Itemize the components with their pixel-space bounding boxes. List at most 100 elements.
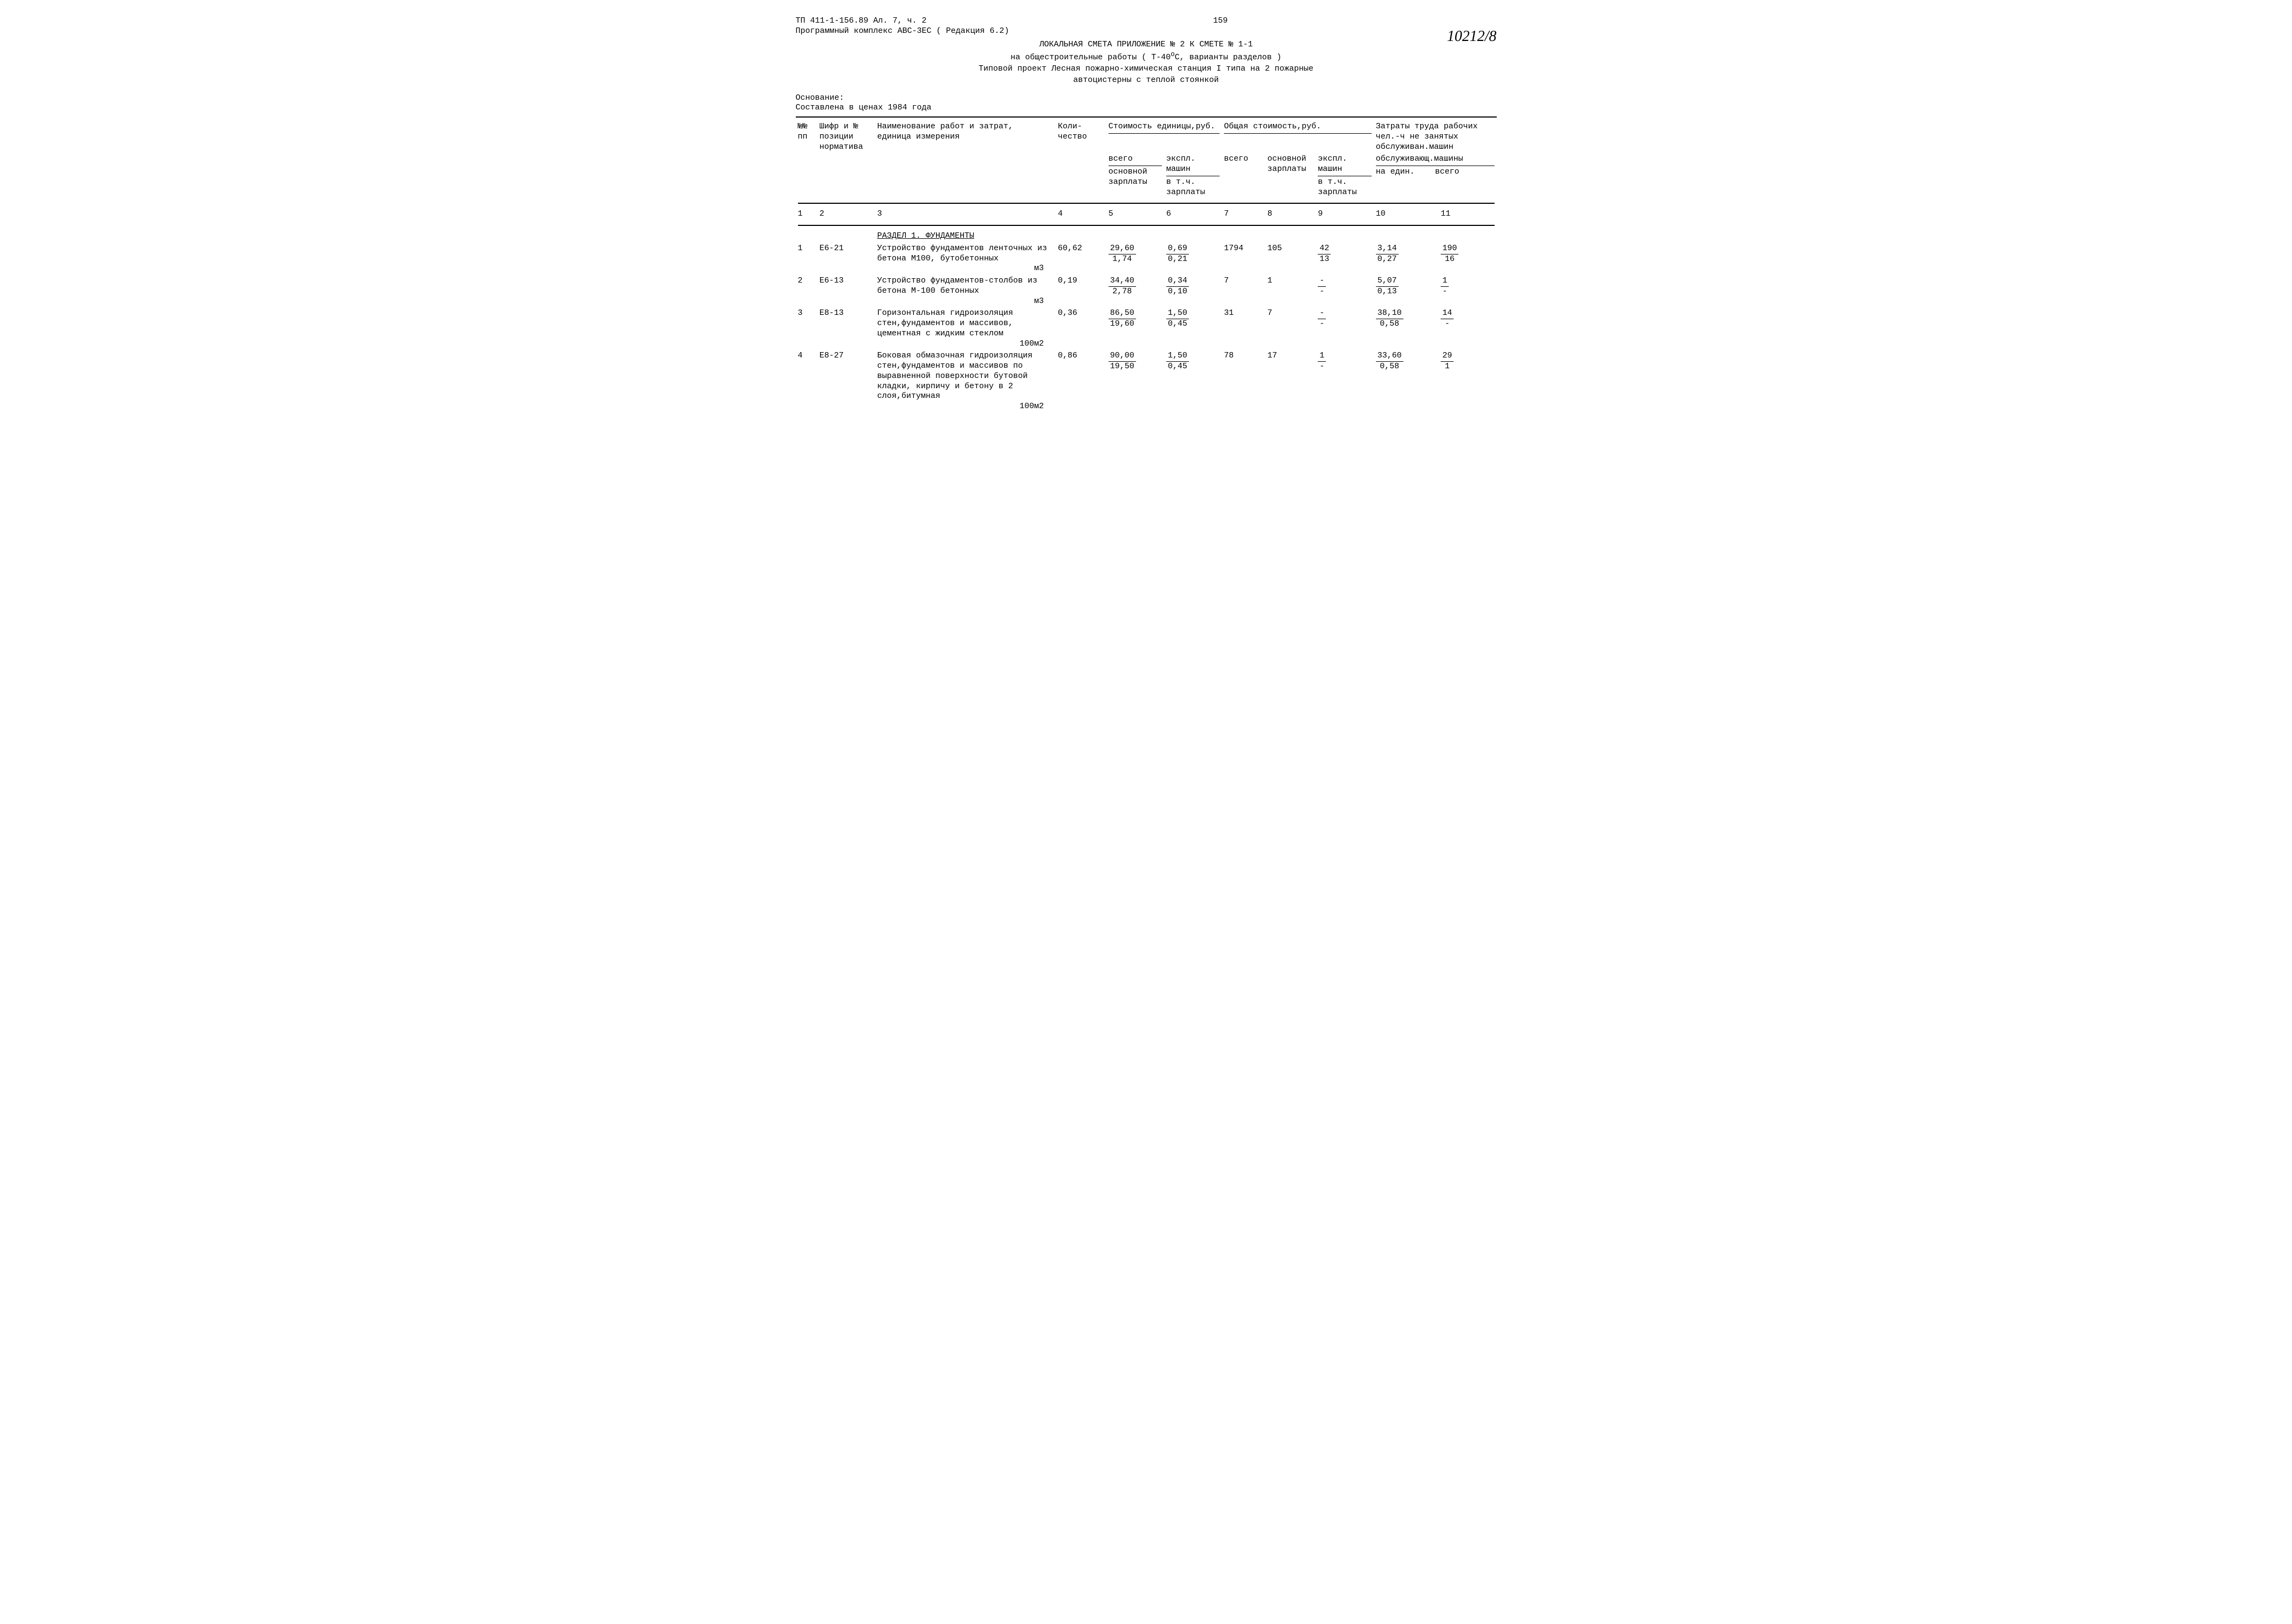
hdr-1: №№ пп bbox=[796, 121, 817, 198]
basis-block: Основание: Составлена в ценах 1984 года bbox=[796, 93, 1497, 114]
cell-5: 34,402,78 bbox=[1106, 275, 1164, 307]
hdr-6: экспл. машин в т.ч. зарплаты bbox=[1164, 153, 1222, 198]
cell-8: 1 bbox=[1265, 275, 1316, 307]
title-line-1: ЛОКАЛЬНАЯ СМЕТА ПРИЛОЖЕНИЕ № 2 К СМЕТЕ №… bbox=[796, 40, 1497, 50]
hdr-7: всего bbox=[1222, 153, 1265, 198]
cell-qty: 0,36 bbox=[1056, 307, 1106, 350]
t2-post: С, варианты разделов ) bbox=[1175, 53, 1282, 62]
cell-n: 4 bbox=[796, 350, 817, 413]
cell-name: Горизонтальная гидроизоляция стен,фундам… bbox=[875, 307, 1056, 350]
cell-11: 19016 bbox=[1438, 243, 1496, 275]
cell-11: 1- bbox=[1438, 275, 1496, 307]
cell-name: Устройство фундаментов ленточных из бето… bbox=[875, 243, 1056, 275]
cn-4: 4 bbox=[1056, 208, 1106, 221]
hdr-grp1011: Затраты труда рабочих чел.-ч не занятых … bbox=[1374, 121, 1497, 153]
doc-code: ТП 411-1-156.89 Ал. 7, ч. 2 bbox=[796, 16, 1009, 26]
hdr-1011-sub: обслуживающ.машины на един.всего bbox=[1374, 153, 1497, 198]
cell-9: -- bbox=[1316, 307, 1373, 350]
hdr-2: Шифр и № позиции норматива bbox=[817, 121, 875, 198]
cell-unit: м3 bbox=[877, 264, 1054, 274]
cell-9: 4213 bbox=[1316, 243, 1373, 275]
hdr-9: экспл. машин в т.ч. зарплаты bbox=[1316, 153, 1373, 198]
column-number-row: 1 2 3 4 5 6 7 8 9 10 11 bbox=[796, 208, 1497, 221]
t2-pre: на общестроительные работы ( Т-40 bbox=[1010, 53, 1171, 62]
cell-10: 38,100,58 bbox=[1374, 307, 1439, 350]
cell-7: 31 bbox=[1222, 307, 1265, 350]
cn-1: 1 bbox=[796, 208, 817, 221]
cell-code: Е8-27 bbox=[817, 350, 875, 413]
rule-after-header bbox=[796, 198, 1497, 208]
header-row-1: №№ пп Шифр и № позиции норматива Наимено… bbox=[796, 121, 1497, 153]
cell-name: Боковая обмазочная гидроизоляция стен,фу… bbox=[875, 350, 1056, 413]
title-block: ЛОКАЛЬНАЯ СМЕТА ПРИЛОЖЕНИЕ № 2 К СМЕТЕ №… bbox=[796, 40, 1497, 86]
cell-qty: 0,19 bbox=[1056, 275, 1106, 307]
section-1-title: РАЗДЕЛ 1. ФУНДАМЕНТЫ bbox=[875, 230, 1056, 243]
section-1-row: РАЗДЕЛ 1. ФУНДАМЕНТЫ bbox=[796, 230, 1497, 243]
cell-6: 0,340,10 bbox=[1164, 275, 1222, 307]
title-line-3b: автоцистерны с теплой стоянкой bbox=[796, 75, 1497, 86]
cell-10: 5,070,13 bbox=[1374, 275, 1439, 307]
cell-5: 90,0019,50 bbox=[1106, 350, 1164, 413]
cell-10: 33,600,58 bbox=[1374, 350, 1439, 413]
page: ТП 411-1-156.89 Ал. 7, ч. 2 Программный … bbox=[774, 0, 1518, 445]
cell-n: 2 bbox=[796, 275, 817, 307]
cell-6: 0,690,21 bbox=[1164, 243, 1222, 275]
cell-n: 3 bbox=[796, 307, 817, 350]
cell-code: Е6-21 bbox=[817, 243, 875, 275]
cell-unit: 100м2 bbox=[877, 402, 1054, 412]
rule-after-numrow bbox=[796, 221, 1497, 230]
cell-7: 78 bbox=[1222, 350, 1265, 413]
cell-code: Е6-13 bbox=[817, 275, 875, 307]
top-left: ТП 411-1-156.89 Ал. 7, ч. 2 Программный … bbox=[796, 16, 1009, 37]
top-row: ТП 411-1-156.89 Ал. 7, ч. 2 Программный … bbox=[796, 16, 1497, 37]
hdr-grp789: Общая стоимость,руб. bbox=[1222, 121, 1373, 153]
cell-8: 17 bbox=[1265, 350, 1316, 413]
basis-label: Основание: bbox=[796, 93, 1497, 104]
table-row: 2Е6-13Устройство фундаментов-столбов из … bbox=[796, 275, 1497, 307]
cell-7: 7 bbox=[1222, 275, 1265, 307]
cell-8: 7 bbox=[1265, 307, 1316, 350]
cell-9: 1- bbox=[1316, 350, 1373, 413]
hdr-8: основной зарплаты bbox=[1265, 153, 1316, 198]
cell-name: Устройство фундаментов-столбов из бетона… bbox=[875, 275, 1056, 307]
hdr-5: всего основной зарплаты bbox=[1106, 153, 1164, 198]
cn-11: 11 bbox=[1438, 208, 1496, 221]
table-row: 3Е8-13Горизонтальная гидроизоляция стен,… bbox=[796, 307, 1497, 350]
cell-code: Е8-13 bbox=[817, 307, 875, 350]
cell-unit: 100м2 bbox=[877, 339, 1054, 349]
hdr-3: Наименование работ и затрат, единица изм… bbox=[875, 121, 1056, 198]
hdr-4: Коли- чество bbox=[1056, 121, 1106, 198]
cell-unit: м3 bbox=[877, 297, 1054, 307]
cell-10: 3,140,27 bbox=[1374, 243, 1439, 275]
t2-sup: о bbox=[1171, 51, 1175, 58]
cn-9: 9 bbox=[1316, 208, 1373, 221]
cell-n: 1 bbox=[796, 243, 817, 275]
cell-11: 14- bbox=[1438, 307, 1496, 350]
cn-5: 5 bbox=[1106, 208, 1164, 221]
basis-text: Составлена в ценах 1984 года bbox=[796, 103, 1497, 113]
cell-7: 1794 bbox=[1222, 243, 1265, 275]
cell-6: 1,500,45 bbox=[1164, 350, 1222, 413]
cn-6: 6 bbox=[1164, 208, 1222, 221]
title-line-2: на общестроительные работы ( Т-40оС, вар… bbox=[796, 51, 1497, 63]
cell-11: 291 bbox=[1438, 350, 1496, 413]
cell-8: 105 bbox=[1265, 243, 1316, 275]
cn-10: 10 bbox=[1374, 208, 1439, 221]
cell-qty: 60,62 bbox=[1056, 243, 1106, 275]
title-line-3a: Типовой проект Лесная пожарно-химическая… bbox=[796, 64, 1497, 74]
cell-qty: 0,86 bbox=[1056, 350, 1106, 413]
cell-5: 86,5019,60 bbox=[1106, 307, 1164, 350]
cn-7: 7 bbox=[1222, 208, 1265, 221]
estimate-table: №№ пп Шифр и № позиции норматива Наимено… bbox=[796, 121, 1497, 413]
rule-top bbox=[796, 116, 1497, 118]
table-row: 1Е6-21Устройство фундаментов ленточных и… bbox=[796, 243, 1497, 275]
cn-2: 2 bbox=[817, 208, 875, 221]
cell-5: 29,601,74 bbox=[1106, 243, 1164, 275]
cn-3: 3 bbox=[875, 208, 1056, 221]
cn-8: 8 bbox=[1265, 208, 1316, 221]
cell-9: -- bbox=[1316, 275, 1373, 307]
cell-6: 1,500,45 bbox=[1164, 307, 1222, 350]
table-row: 4Е8-27Боковая обмазочная гидроизоляция с… bbox=[796, 350, 1497, 413]
rows-body: 1Е6-21Устройство фундаментов ленточных и… bbox=[796, 243, 1497, 413]
hdr-grp56: Стоимость единицы,руб. bbox=[1106, 121, 1222, 153]
